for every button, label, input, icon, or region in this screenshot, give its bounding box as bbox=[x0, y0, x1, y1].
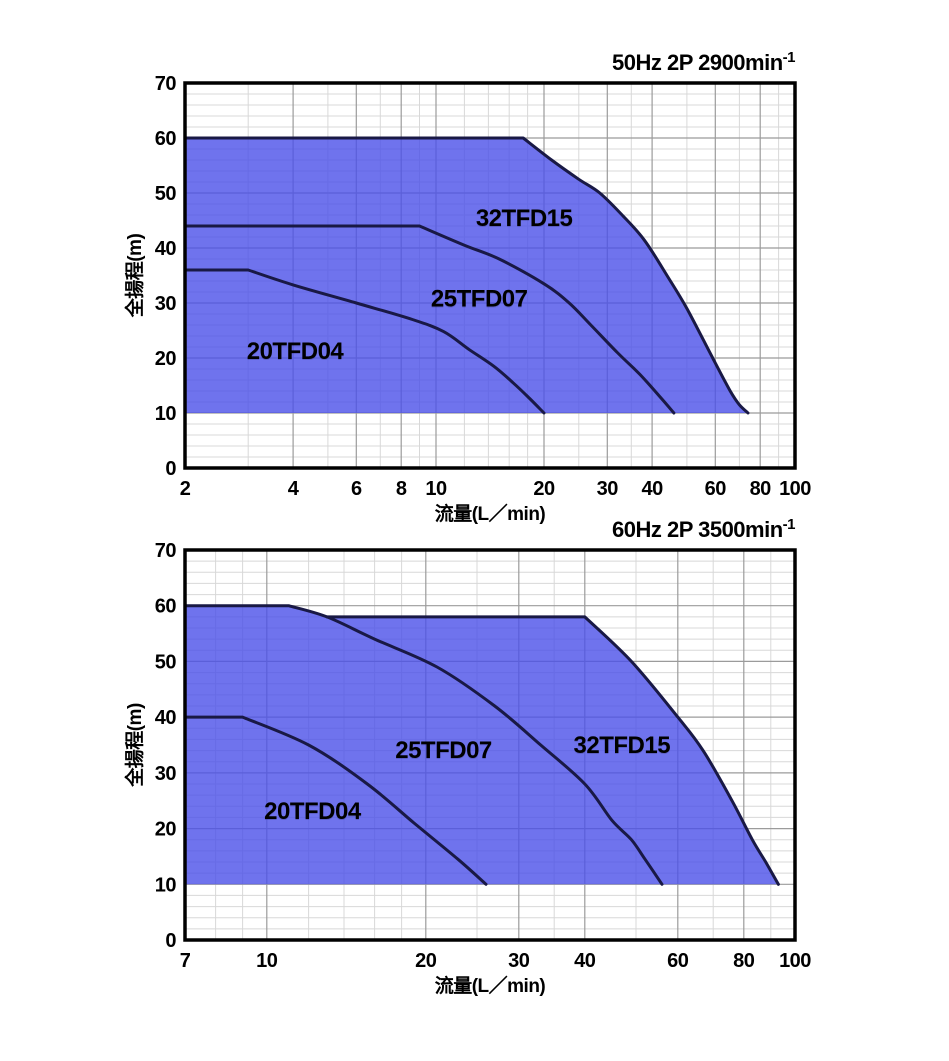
curve-25tfd07 bbox=[183, 224, 676, 415]
x-tick-label: 10 bbox=[256, 950, 278, 972]
y-tick-label: 50 bbox=[155, 183, 177, 205]
series-label-25tfd07: 25TFD07 bbox=[431, 286, 528, 313]
x-tick-label: 80 bbox=[750, 478, 772, 500]
series-label-20tfd04: 20TFD04 bbox=[264, 798, 362, 825]
plot-border bbox=[183, 548, 797, 942]
y-tick-label: 30 bbox=[155, 763, 177, 785]
x-tick-label: 60 bbox=[705, 478, 727, 500]
pump-operating-region-fill bbox=[185, 605, 779, 885]
x-tick-label: 4 bbox=[288, 478, 300, 500]
series-label-20tfd04: 20TFD04 bbox=[247, 338, 345, 365]
y-tick-label: 0 bbox=[165, 930, 176, 952]
x-tick-label: 10 bbox=[425, 478, 447, 500]
x-tick-label: 7 bbox=[180, 950, 191, 972]
y-tick-label: 40 bbox=[155, 238, 177, 260]
y-tick-label: 0 bbox=[165, 458, 176, 480]
x-tick-label: 60 bbox=[667, 950, 689, 972]
x-tick-label: 100 bbox=[779, 950, 811, 972]
y-axis-tick-labels: 0 10 20 30 40 50 60 70 bbox=[155, 540, 177, 952]
curve-32tfd15 bbox=[183, 136, 750, 415]
chart-50hz: 50Hz 2P 2900min-1 0 10 20 30 40 50 60 70 2 4 6 8 10 20… bbox=[123, 49, 812, 525]
x-tick-label: 6 bbox=[351, 478, 362, 500]
curve-20tfd04 bbox=[183, 715, 488, 886]
y-tick-label: 10 bbox=[155, 403, 177, 425]
y-tick-label: 20 bbox=[155, 819, 177, 841]
x-tick-label: 2 bbox=[180, 478, 191, 500]
y-tick-label: 60 bbox=[155, 596, 177, 618]
y-tick-label: 30 bbox=[155, 293, 177, 315]
x-tick-label: 8 bbox=[396, 478, 407, 500]
x-axis-label: 流量(L／min) bbox=[435, 974, 546, 997]
x-tick-label: 20 bbox=[415, 950, 437, 972]
y-axis-label: 全揚程(m) bbox=[123, 234, 146, 319]
chart-title: 50Hz 2P 2900min-1 bbox=[612, 49, 795, 75]
y-axis-tick-labels: 0 10 20 30 40 50 60 70 bbox=[155, 73, 177, 480]
y-axis-label: 全揚程(m) bbox=[123, 703, 146, 788]
x-tick-label: 100 bbox=[779, 478, 811, 500]
x-tick-label: 80 bbox=[733, 950, 755, 972]
y-tick-label: 10 bbox=[155, 874, 177, 896]
chart-60hz: 60Hz 2P 3500min-1 0 10 20 30 40 50 60 70 7 10 20 30 4… bbox=[123, 516, 812, 997]
x-tick-label: 30 bbox=[508, 950, 530, 972]
curve-25tfd07 bbox=[183, 604, 664, 886]
x-tick-label: 20 bbox=[533, 478, 555, 500]
curve-32tfd15 bbox=[325, 615, 780, 886]
series-label-25tfd07: 25TFD07 bbox=[395, 737, 492, 764]
chart-title: 60Hz 2P 3500min-1 bbox=[612, 516, 795, 542]
x-axis-tick-labels: 2 4 6 8 10 20 30 40 60 80 100 bbox=[180, 478, 812, 500]
series-label-32tfd15: 32TFD15 bbox=[574, 732, 671, 759]
x-tick-label: 30 bbox=[597, 478, 619, 500]
x-axis-label: 流量(L／min) bbox=[435, 502, 546, 525]
curve-20tfd04 bbox=[183, 268, 546, 415]
series-label-32tfd15: 32TFD15 bbox=[476, 205, 573, 232]
plot-border bbox=[183, 81, 797, 470]
y-tick-label: 40 bbox=[155, 707, 177, 729]
y-tick-label: 20 bbox=[155, 348, 177, 370]
y-tick-label: 70 bbox=[155, 540, 177, 562]
x-axis-tick-labels: 7 10 20 30 40 60 80 100 bbox=[180, 950, 812, 972]
y-tick-label: 70 bbox=[155, 73, 177, 95]
pump-operating-region-fill bbox=[185, 138, 748, 413]
x-tick-label: 40 bbox=[574, 950, 596, 972]
y-tick-label: 50 bbox=[155, 651, 177, 673]
y-tick-label: 60 bbox=[155, 128, 177, 150]
x-tick-label: 40 bbox=[641, 478, 663, 500]
